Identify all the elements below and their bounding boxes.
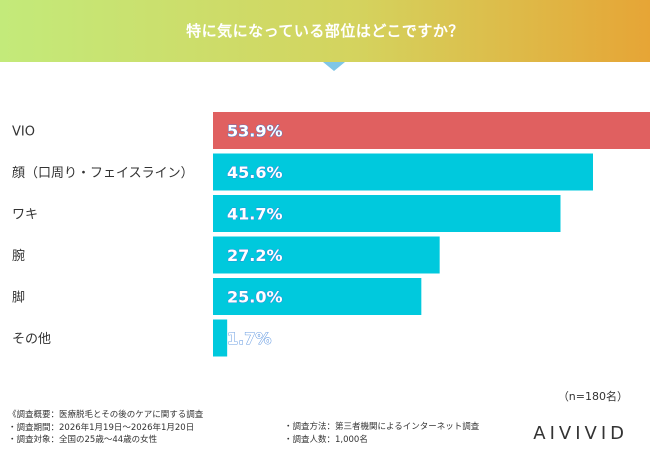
category-label: 脚 [12,290,25,306]
survey-respondents: ・調査人数：1,000名 [284,434,368,445]
bar [213,195,561,232]
data-label: 27.2% [227,246,283,265]
survey-period: ・調査期間：2026年1月19日〜2026年1月20日 [8,422,195,433]
survey-target: ・調査対象：全国の25歳〜44歳の女性 [8,435,158,445]
category-label: VIO [12,125,35,140]
data-label: 53.9% [227,122,283,141]
data-label: 45.6% [227,163,283,182]
survey-method-block: ・調査方法：第三者機関によるインターネット調査 ・調査人数：1,000名 [284,421,479,446]
data-label: 1.7% [227,329,271,348]
data-label: 41.7% [227,205,283,224]
bar [213,319,228,357]
bar [213,278,422,315]
header-pointer-icon [323,62,345,71]
brand-logo: AIVIVID [533,423,628,444]
data-label: 25.0% [227,288,283,307]
bar [213,112,650,149]
category-label: その他 [12,332,51,347]
sample-size-note: （n=180名） [557,390,628,403]
header-banner [0,0,650,62]
category-label: 腕 [12,248,25,264]
category-label: 顔（口周り・フェイスライン） [12,166,194,181]
chart-title: 特に気になっている部位はどこですか？ [186,22,464,40]
bar [213,236,440,274]
survey-method: ・調査方法：第三者機関によるインターネット調査 [284,422,480,432]
bar-chart: VIO 53.9% 顔（口周り・フェイスライン） 45.6% ワキ 41.7% 腕 27.2%… [12,112,650,357]
bar [213,153,593,191]
survey-title: 《調査概要：医療脱毛とその後のケアに関する調査 [8,410,204,420]
category-label: ワキ [12,208,38,223]
survey-overview: 《調査概要：医療脱毛とその後のケアに関する調査 ・調査期間：2026年1月19日… [8,409,203,447]
